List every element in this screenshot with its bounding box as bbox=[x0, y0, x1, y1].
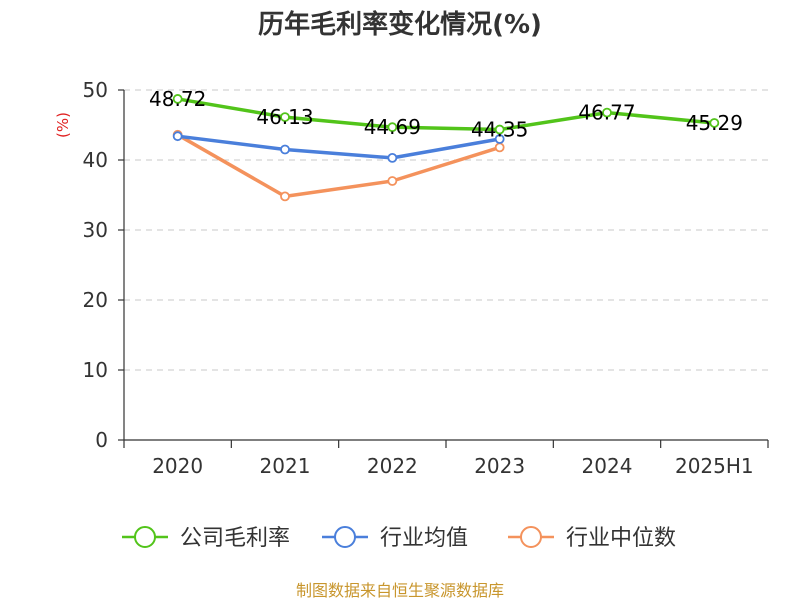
data-point bbox=[280, 191, 290, 202]
data-label: 45.29 bbox=[686, 111, 743, 135]
x-tick-label: 2023 bbox=[474, 454, 525, 478]
x-tick-label: 2020 bbox=[152, 454, 203, 478]
x-tick-label: 2025H1 bbox=[675, 454, 754, 478]
data-point bbox=[387, 122, 398, 133]
data-point bbox=[494, 142, 505, 153]
y-tick-label: 40 bbox=[83, 148, 108, 172]
data-label: 46.77 bbox=[578, 101, 635, 125]
data-point bbox=[172, 131, 183, 142]
y-tick-label: 50 bbox=[83, 78, 108, 102]
x-tick-label: 2024 bbox=[582, 454, 633, 478]
legend-label: 公司毛利率 bbox=[180, 526, 290, 551]
data-labels: 48.72 46.13 44.69 44.35 46.77 45.29 bbox=[149, 87, 743, 142]
grid bbox=[124, 89, 768, 371]
data-point bbox=[709, 118, 720, 128]
data-point bbox=[387, 176, 398, 186]
y-tick-label: 10 bbox=[83, 358, 108, 382]
data-point bbox=[387, 152, 398, 163]
y-axis-label: (%) bbox=[54, 112, 72, 138]
data-point bbox=[172, 94, 183, 104]
data-label: 46.13 bbox=[256, 105, 313, 129]
legend-label: 行业中位数 bbox=[566, 526, 676, 551]
y-tick-label: 0 bbox=[95, 428, 108, 452]
series-line bbox=[176, 133, 501, 199]
legend-marker bbox=[134, 526, 156, 548]
legend: 公司毛利率 行业均值 行业中位数 bbox=[122, 526, 676, 551]
source-note: 制图数据来自恒生聚源数据库 bbox=[296, 581, 504, 600]
data-label: 44.35 bbox=[471, 118, 528, 142]
data-point bbox=[280, 144, 290, 155]
data-label: 44.69 bbox=[364, 115, 421, 139]
legend-marker bbox=[520, 526, 542, 548]
series-line bbox=[177, 134, 500, 160]
series-line bbox=[177, 97, 715, 132]
data-point bbox=[494, 134, 505, 144]
data-point bbox=[494, 124, 505, 135]
y-tick-label: 30 bbox=[83, 218, 108, 242]
data-point bbox=[280, 112, 290, 122]
y-tick-label: 20 bbox=[83, 288, 108, 312]
legend-label: 行业均值 bbox=[380, 526, 468, 551]
x-tick-label: 2021 bbox=[260, 454, 311, 478]
legend-marker bbox=[334, 526, 356, 548]
chart-title: 历年毛利率变化情况(%) bbox=[258, 9, 542, 40]
data-label: 48.72 bbox=[149, 87, 206, 111]
axes: 0 10 20 30 40 50 2020 2021 2022 2023 2024 2025H1 bbox=[83, 78, 769, 478]
data-point bbox=[602, 107, 612, 118]
x-tick-label: 2022 bbox=[367, 454, 418, 478]
series-lines bbox=[172, 94, 720, 202]
